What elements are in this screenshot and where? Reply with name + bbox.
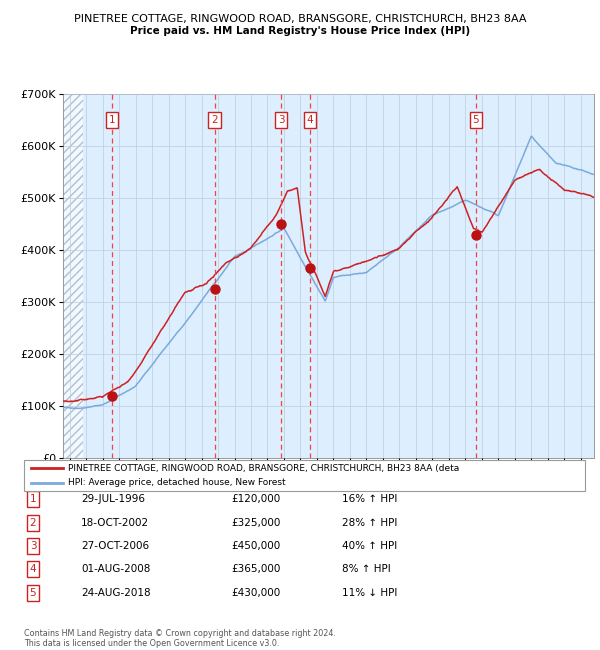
Text: PINETREE COTTAGE, RINGWOOD ROAD, BRANSGORE, CHRISTCHURCH, BH23 8AA (deta: PINETREE COTTAGE, RINGWOOD ROAD, BRANSGO…	[68, 464, 459, 473]
Text: PINETREE COTTAGE, RINGWOOD ROAD, BRANSGORE, CHRISTCHURCH, BH23 8AA: PINETREE COTTAGE, RINGWOOD ROAD, BRANSGO…	[74, 14, 526, 24]
Text: 01-AUG-2008: 01-AUG-2008	[81, 564, 151, 575]
Text: £430,000: £430,000	[231, 588, 280, 598]
Text: 28% ↑ HPI: 28% ↑ HPI	[342, 517, 397, 528]
Text: 1: 1	[29, 494, 37, 504]
Text: 16% ↑ HPI: 16% ↑ HPI	[342, 494, 397, 504]
Text: 27-OCT-2006: 27-OCT-2006	[81, 541, 149, 551]
Text: 40% ↑ HPI: 40% ↑ HPI	[342, 541, 397, 551]
Text: Price paid vs. HM Land Registry's House Price Index (HPI): Price paid vs. HM Land Registry's House …	[130, 26, 470, 36]
Text: 3: 3	[278, 115, 284, 125]
Text: 2: 2	[211, 115, 218, 125]
Text: 4: 4	[29, 564, 37, 575]
Text: 3: 3	[29, 541, 37, 551]
Bar	[63, 94, 83, 458]
Text: £325,000: £325,000	[231, 517, 280, 528]
Text: £365,000: £365,000	[231, 564, 280, 575]
Text: 11% ↓ HPI: 11% ↓ HPI	[342, 588, 397, 598]
Text: 5: 5	[473, 115, 479, 125]
Text: 18-OCT-2002: 18-OCT-2002	[81, 517, 149, 528]
Text: 4: 4	[307, 115, 313, 125]
Text: £450,000: £450,000	[231, 541, 280, 551]
Text: £120,000: £120,000	[231, 494, 280, 504]
Text: 2: 2	[29, 517, 37, 528]
Text: 5: 5	[29, 588, 37, 598]
Text: HPI: Average price, detached house, New Forest: HPI: Average price, detached house, New …	[68, 478, 286, 488]
Text: 24-AUG-2018: 24-AUG-2018	[81, 588, 151, 598]
Text: 8% ↑ HPI: 8% ↑ HPI	[342, 564, 391, 575]
Text: Contains HM Land Registry data © Crown copyright and database right 2024.
This d: Contains HM Land Registry data © Crown c…	[24, 629, 336, 648]
Text: 1: 1	[109, 115, 115, 125]
Text: 29-JUL-1996: 29-JUL-1996	[81, 494, 145, 504]
